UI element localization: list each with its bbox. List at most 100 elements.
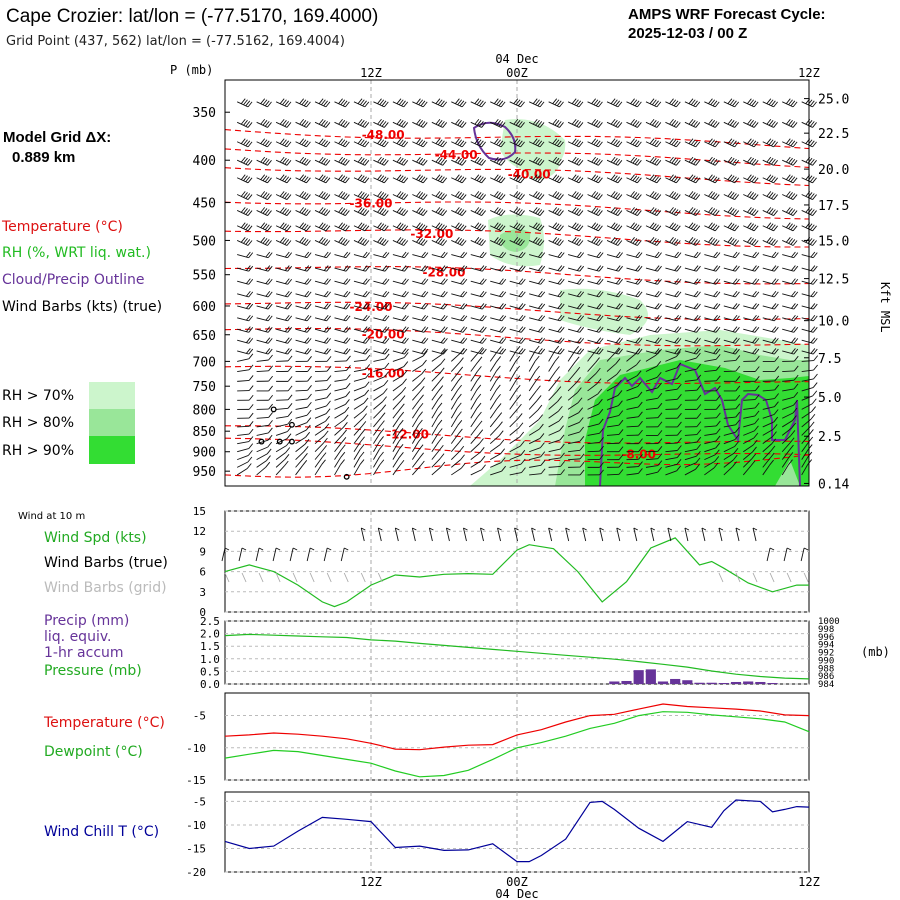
wind-barb-flag (792, 225, 798, 232)
wind-barb-flag (338, 207, 343, 213)
wind-barb-flag (751, 158, 757, 165)
wind-barb (743, 207, 759, 216)
wind-barb (626, 98, 642, 108)
wind-barb-staff (236, 141, 249, 148)
wind-barb-flag (321, 192, 326, 198)
wind-barb-flag (532, 156, 538, 163)
wind-barb (801, 265, 818, 272)
wind-barb-staff (334, 411, 346, 419)
wind-barb-staff (392, 280, 405, 285)
wind-barb (665, 98, 681, 108)
wind-barb (412, 368, 427, 382)
wind-barb-flag (404, 252, 409, 258)
wind-barb-flag (305, 424, 311, 431)
wind-barb-flag (574, 120, 579, 126)
wind-barb (606, 390, 623, 401)
surface-wind-barb (306, 547, 315, 562)
wind-barb-flag (675, 122, 681, 128)
wind-barb-flag (474, 118, 480, 125)
wind-barb-flag (262, 139, 268, 146)
wind-barb-flag (771, 193, 776, 199)
wind-barb-staff (684, 121, 696, 128)
wind-barb-flag (513, 118, 519, 125)
wind-barb-flag (382, 290, 387, 297)
wind-barb (704, 156, 720, 166)
wind-barb-staff (275, 194, 288, 200)
wind-barb-flag (382, 337, 387, 343)
wind-barb (723, 174, 740, 184)
wind-barb-staff (275, 305, 288, 310)
wind-barb-staff (334, 396, 347, 401)
wind-barb-staff (704, 177, 716, 184)
wind-barb-flag (345, 141, 350, 148)
wind-barb-staff (411, 433, 419, 444)
wind-barb (256, 326, 273, 333)
wind-barb-flag (599, 469, 604, 476)
wind-barb-flag (245, 265, 251, 271)
wind-barb (528, 404, 543, 419)
wind-barb-flag (267, 303, 273, 310)
wind-barb-flag (481, 240, 486, 246)
wind-barb-staff (762, 305, 775, 310)
wind-barb-staff (684, 448, 697, 453)
wind-barb-flag (423, 303, 429, 310)
windchill-panel-tick-label: -20 (186, 866, 206, 879)
wind-barb-staff (529, 254, 541, 259)
wind-barb-staff (645, 397, 658, 401)
wind-barb-flag (420, 193, 426, 199)
wind-barb-flag (306, 327, 312, 333)
wind-barb (782, 365, 799, 372)
wind-barb-flag (768, 175, 774, 181)
wind-barb (392, 395, 406, 410)
wind-barb-staff (237, 380, 250, 382)
pressure-tick-label: 450 (193, 197, 216, 212)
wind-barb-flag (630, 98, 635, 104)
wind-barb-staff (431, 339, 444, 344)
wind-barb (489, 421, 503, 436)
wind-barb-flag (396, 174, 402, 180)
wind-barb-flag (557, 337, 563, 343)
wind-barb-flag (342, 176, 348, 183)
wind-barb-flag (284, 158, 290, 165)
wind-barb-flag (517, 140, 523, 147)
wind-barb (431, 419, 443, 436)
wind-barb-staff (431, 390, 440, 401)
wind-barb-staff (237, 454, 249, 461)
wind-barb-flag (383, 194, 389, 200)
wind-barb-flag (345, 160, 350, 166)
wind-barb-flag (245, 314, 251, 321)
wind-barb (645, 222, 662, 232)
wind-barb-staff (373, 328, 386, 333)
wind-barb (645, 421, 663, 428)
wind-barb-flag (769, 452, 775, 459)
wind-barb-flag (287, 291, 293, 298)
wind-barb (451, 348, 468, 355)
wind-barb-flag (245, 100, 251, 107)
wind-barb-flag (773, 194, 778, 200)
wind-barb (781, 452, 794, 468)
wind-barb-staff (353, 426, 363, 436)
wind-barb-flag (260, 156, 266, 163)
wind-barb (762, 431, 777, 445)
wind-barb-flag (774, 348, 779, 355)
wind-barb-flag (307, 375, 312, 382)
wind-barb-staff (489, 351, 498, 362)
wind-barb-flag (440, 461, 446, 468)
wind-barb-staff (295, 465, 304, 476)
wind-barb-flag (579, 252, 585, 258)
wind-barb-flag (513, 237, 519, 243)
wind-barb-flag (714, 449, 720, 456)
wind-barb (373, 451, 384, 468)
wind-barb-flag (688, 156, 694, 163)
wind-barb-flag (749, 139, 754, 146)
wind-barb (723, 441, 739, 453)
precip-tick-label: 0.0 (200, 678, 220, 691)
grid-wind-barb-staff (803, 572, 809, 583)
height-tick-label: 20.0 (818, 163, 849, 178)
wind-barb-flag (693, 303, 699, 309)
wind-barb-staff (451, 467, 462, 476)
wind-barb-staff (334, 194, 346, 200)
wind-barb-flag (637, 160, 642, 166)
wind-barb (236, 463, 252, 476)
wind-barb (411, 402, 424, 419)
